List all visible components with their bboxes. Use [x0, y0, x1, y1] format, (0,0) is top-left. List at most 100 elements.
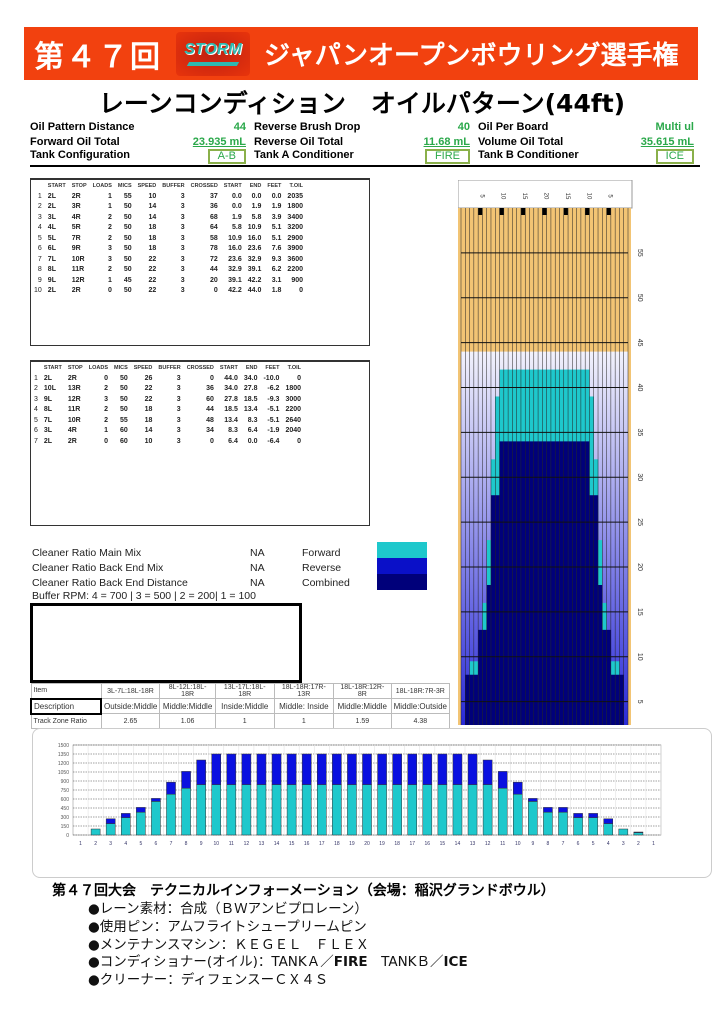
combined-oil-board — [555, 441, 560, 725]
table-cell: 3 — [104, 395, 108, 403]
x-tick-label: 6 — [577, 841, 580, 847]
table-cell: 1800 — [287, 203, 303, 211]
combined-oil-board — [585, 441, 590, 725]
table-cell: 27.8 — [224, 395, 238, 403]
table-cell: 18 — [148, 224, 157, 232]
table-cell: 50 — [123, 266, 132, 274]
table-cell: 900 — [291, 276, 303, 284]
items-cell: 1.06 — [159, 713, 216, 729]
table-row: 2 10L 13R 2 50 22 3 36 34.0 27.8 -6.2 1800 — [31, 384, 304, 395]
table-cell: 2L — [43, 374, 53, 382]
combined-oil-board — [478, 629, 483, 725]
reverse-bar — [437, 753, 448, 785]
table-cell: 60 — [206, 395, 214, 403]
reverse-bar — [271, 753, 282, 785]
table-cell: 58 — [210, 234, 218, 242]
reverse-bar — [422, 753, 433, 785]
table-cell: 37 — [210, 192, 218, 200]
x-tick-label: 4 — [607, 841, 610, 847]
table-cell: 2900 — [287, 234, 303, 242]
table-row: 4 4L 5R 2 50 18 3 64 5.8 10.9 5.1 3200 — [31, 223, 306, 234]
conditioner-prefix: ●コンディショナー(オイル)：TANKＡ／ — [88, 954, 334, 971]
forward-bar — [558, 811, 568, 836]
table-cell: 14 — [144, 427, 153, 435]
info-value: 11.68 mL — [423, 135, 470, 148]
x-tick-label: 15 — [289, 841, 295, 847]
y-tick-label: 1500 — [58, 743, 69, 749]
forward-bar — [362, 784, 372, 836]
reverse-bar — [120, 813, 131, 818]
legend-label: Combined — [302, 576, 350, 589]
table-cell: 16.0 — [247, 234, 262, 242]
table-cell: 78 — [210, 245, 218, 253]
combined-oil-board — [512, 441, 517, 725]
x-tick-label: 2 — [94, 841, 97, 847]
page-subtitle: レーンコンディション オイルパターン(44ft) — [98, 89, 626, 118]
distance-label: 25 — [636, 518, 643, 526]
info-label: Oil Per Board — [478, 120, 549, 133]
table-cell: 20 — [210, 276, 218, 284]
forward-bar — [316, 784, 327, 836]
table-cell: 3L — [43, 427, 53, 435]
table-cell: 5.8 — [232, 224, 242, 232]
conditioner-b: ICE — [443, 954, 468, 971]
list-item: ●レーン素材：合成（ＢＷアンビプロレーン） — [88, 901, 368, 917]
table-cell: 3R — [71, 203, 81, 211]
event-title: ジャパンオープンボウリング選手権 — [264, 41, 679, 71]
table-cell: 1 — [107, 192, 112, 200]
x-tick-label: 19 — [379, 841, 385, 847]
table-cell: 7L — [47, 255, 56, 263]
technical-info-heading: 第４７回大会 テクニカルインフォーメーション（会場：稲沢グランドボウル） — [52, 883, 555, 899]
x-tick-label: 14 — [274, 841, 280, 847]
table-cell: 27.8 — [243, 385, 258, 393]
table-cell: -5.1 — [267, 406, 280, 414]
x-tick-label: 10 — [515, 841, 521, 847]
board-label: 5 — [478, 194, 484, 198]
y-tick-label: 1350 — [58, 752, 69, 758]
x-tick-label: 1 — [79, 841, 82, 847]
table-cell: 11R — [67, 406, 81, 414]
table-row: 3 3L 4R 2 50 14 3 68 1.9 5.8 3.9 3400 — [31, 212, 306, 223]
combined-oil-board — [538, 441, 543, 725]
table-cell: 3 — [176, 385, 181, 393]
forward-bar — [377, 784, 387, 836]
column-header: START — [219, 365, 238, 371]
reverse-bar — [181, 771, 191, 789]
info-label: Oil Pattern Distance — [30, 120, 135, 133]
forward-bar — [90, 828, 101, 836]
info-label: Forward Oil Total — [30, 135, 120, 148]
reverse-bar — [603, 818, 614, 824]
table-cell: 4R — [67, 427, 77, 435]
reverse-bar — [377, 753, 387, 785]
forward-bar — [528, 801, 538, 836]
forward-bar — [588, 817, 598, 836]
x-tick-label: 7 — [170, 841, 173, 847]
distance-label: 45 — [636, 339, 643, 347]
table-cell: 1 — [107, 203, 112, 211]
items-cell: Description — [30, 697, 102, 715]
column-header: T.OIL — [287, 365, 302, 371]
y-tick-label: 450 — [61, 806, 70, 812]
forward-bar — [151, 801, 161, 836]
forward-bar — [136, 811, 146, 836]
table-cell: 10 — [148, 192, 157, 200]
table-cell: 10R — [67, 416, 81, 424]
combined-oil-board — [525, 441, 530, 725]
items-description-row: Description Outside:Middle Middle:Middle In… — [30, 697, 451, 715]
table-cell: 1 — [104, 427, 108, 435]
table-cell: 22 — [148, 255, 157, 263]
table-cell: 13R — [67, 385, 81, 393]
items-cell: 1 — [273, 713, 335, 729]
table-cell: 50 — [119, 374, 128, 382]
reverse-bar — [301, 753, 312, 785]
reverse-bar — [497, 771, 508, 789]
table-row: 10 2L 2R 0 50 22 3 0 42.2 44.0 1.8 0 — [31, 286, 306, 297]
table-cell: 2 — [104, 406, 108, 414]
items-cell: 1 — [214, 713, 275, 729]
combined-oil-board — [486, 584, 492, 725]
table-cell: 50 — [123, 224, 132, 232]
reverse-bar — [241, 753, 252, 785]
forward-bar — [271, 784, 282, 836]
lightning-arrow-icon — [186, 62, 240, 66]
